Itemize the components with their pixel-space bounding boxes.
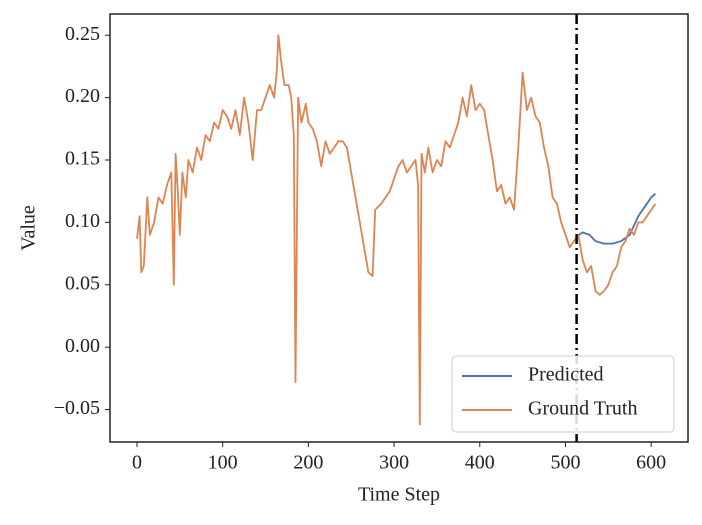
y-tick-label: 0.05 (65, 272, 100, 294)
y-tick-label: 0.10 (65, 210, 100, 232)
y-tick-label: 0.20 (65, 85, 100, 107)
data-line (575, 193, 656, 245)
x-tick-label: 500 (550, 452, 580, 474)
legend-label: Ground Truth (528, 398, 637, 420)
x-tick-label: 300 (379, 452, 409, 474)
x-tick-label: 100 (208, 452, 238, 474)
y-tick-label: 0.25 (65, 23, 100, 45)
plot-frame (109, 13, 689, 443)
y-axis-label: Value (18, 205, 40, 251)
y-tick-label: −0.05 (54, 397, 100, 419)
x-tick-label: 400 (465, 452, 495, 474)
x-tick-label: 0 (132, 452, 142, 474)
x-tick-label: 600 (636, 452, 666, 474)
legend-label: Predicted (528, 364, 604, 386)
data-line (136, 34, 657, 426)
y-tick-label: 0.15 (65, 148, 100, 170)
x-axis-label: Time Step (358, 484, 440, 506)
y-tick-label: 0.00 (65, 335, 100, 357)
x-tick-label: 200 (293, 452, 323, 474)
